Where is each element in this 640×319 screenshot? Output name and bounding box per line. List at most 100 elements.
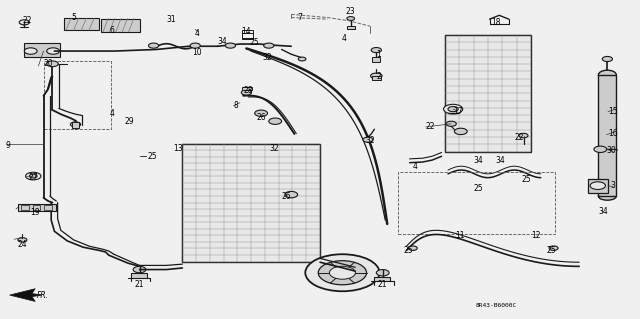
Circle shape (446, 121, 456, 126)
Text: 17: 17 (452, 107, 463, 115)
Text: 22: 22 (426, 122, 435, 131)
Bar (21, 205, 29, 210)
Text: 23: 23 (346, 7, 356, 16)
Bar (101, 19, 140, 32)
Text: 5: 5 (71, 13, 76, 22)
Text: 28: 28 (244, 86, 253, 95)
Text: 4: 4 (109, 109, 115, 118)
Text: 4: 4 (342, 34, 347, 43)
Text: 16: 16 (608, 129, 618, 138)
Circle shape (47, 48, 60, 54)
Circle shape (269, 118, 282, 124)
Text: 15: 15 (608, 107, 618, 115)
Bar (44, 61, 111, 129)
Circle shape (190, 43, 200, 48)
Text: 24: 24 (17, 240, 28, 249)
Bar (347, 26, 355, 29)
Bar (182, 144, 320, 262)
Circle shape (318, 261, 367, 285)
Text: 22: 22 (515, 133, 524, 142)
Text: 9: 9 (5, 141, 10, 150)
Circle shape (519, 133, 528, 138)
Circle shape (448, 107, 458, 112)
Circle shape (241, 90, 252, 95)
Ellipse shape (598, 192, 616, 200)
Text: 25: 25 (547, 246, 557, 255)
Bar (374, 277, 390, 281)
Circle shape (133, 266, 146, 273)
Text: 20: 20 (43, 59, 53, 68)
Text: 11: 11 (455, 231, 464, 240)
Bar (44, 205, 52, 210)
Bar (18, 204, 56, 211)
Circle shape (29, 174, 37, 178)
Text: 31: 31 (166, 15, 177, 24)
Circle shape (363, 137, 373, 142)
Circle shape (148, 43, 159, 48)
Circle shape (70, 122, 81, 127)
Text: 3: 3 (611, 181, 616, 190)
Bar (588, 179, 608, 193)
Circle shape (298, 57, 306, 61)
Text: 7: 7 (297, 13, 302, 22)
Text: 13: 13 (173, 144, 183, 153)
Circle shape (285, 191, 298, 198)
Bar (131, 273, 147, 278)
Circle shape (225, 43, 236, 48)
Text: 4: 4 (195, 29, 200, 38)
Text: 12: 12 (532, 231, 541, 240)
Bar (64, 18, 99, 30)
Text: 25: 25 (474, 184, 484, 193)
Text: 32: 32 (365, 137, 375, 145)
Bar (598, 75, 616, 196)
Bar (242, 87, 252, 90)
Bar (24, 43, 60, 57)
Circle shape (371, 48, 381, 53)
Circle shape (19, 20, 29, 25)
Text: 2: 2 (376, 72, 381, 81)
Circle shape (18, 238, 27, 242)
Text: 8R43-B6000C: 8R43-B6000C (476, 303, 516, 308)
Text: 8: 8 (233, 101, 238, 110)
Text: 32: 32 (269, 144, 279, 153)
Text: 26: 26 (256, 113, 266, 122)
Polygon shape (10, 289, 42, 301)
Circle shape (371, 73, 382, 79)
Text: 19: 19 (30, 208, 40, 217)
Bar (372, 76, 381, 80)
Text: 6: 6 (109, 26, 115, 35)
Text: 25: 25 (521, 175, 531, 184)
Circle shape (47, 61, 58, 67)
Circle shape (347, 17, 355, 20)
Text: 21: 21 (135, 280, 144, 289)
Circle shape (24, 48, 37, 54)
Text: 34: 34 (598, 207, 608, 216)
Circle shape (444, 104, 463, 114)
Text: 25: 25 (403, 246, 413, 255)
Text: 25: 25 (250, 38, 260, 47)
Circle shape (305, 254, 380, 291)
Text: 10: 10 (192, 48, 202, 57)
Text: 32: 32 (262, 53, 273, 62)
Circle shape (408, 246, 417, 250)
Text: 29: 29 (124, 117, 134, 126)
Bar (242, 30, 253, 39)
Circle shape (549, 246, 558, 250)
Bar (398, 172, 555, 234)
Circle shape (594, 146, 607, 152)
Text: 27: 27 (28, 173, 38, 182)
Text: 4: 4 (412, 162, 417, 171)
Bar (372, 57, 380, 62)
Text: 21: 21 (378, 280, 387, 289)
Ellipse shape (598, 70, 616, 80)
Circle shape (602, 56, 612, 62)
Text: 26: 26 (282, 192, 292, 201)
Text: 34: 34 (495, 156, 506, 165)
Circle shape (590, 182, 605, 189)
Bar (72, 122, 79, 128)
Text: 22: 22 (22, 16, 31, 25)
Bar (445, 35, 531, 152)
Text: FR.: FR. (37, 291, 49, 300)
Text: 18: 18 (492, 18, 500, 27)
Text: 1: 1 (376, 50, 381, 59)
